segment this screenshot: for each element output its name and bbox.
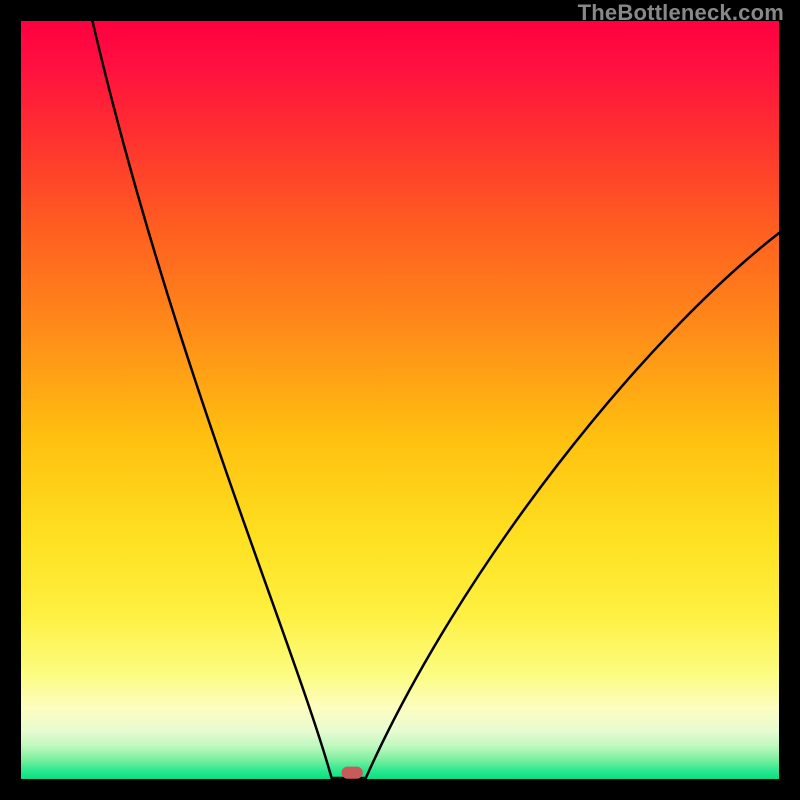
watermark-text: TheBottleneck.com: [578, 0, 784, 26]
bottleneck-chart: [0, 0, 800, 800]
optimum-marker: [341, 767, 362, 779]
chart-container: TheBottleneck.com: [0, 0, 800, 800]
plot-background: [20, 20, 780, 780]
